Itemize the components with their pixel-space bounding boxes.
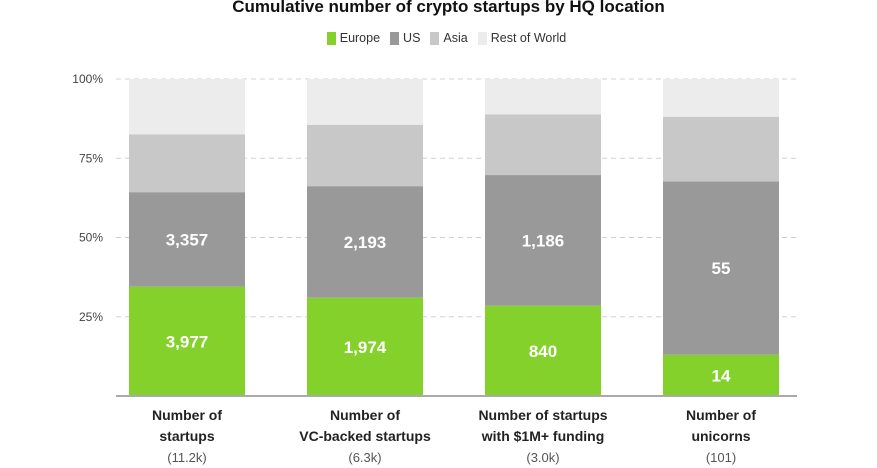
x-label-1-line1: Number of bbox=[330, 407, 400, 423]
data-label-europe-0: 3,977 bbox=[166, 332, 209, 351]
bar-asia-0 bbox=[129, 134, 245, 193]
x-label-3: Number of unicorns (101) bbox=[636, 405, 806, 468]
x-label-1: Number of VC-backed startups (6.3k) bbox=[280, 405, 450, 468]
y-tick-label-75: 75% bbox=[79, 151, 103, 165]
y-tick-label-25: 25% bbox=[79, 310, 103, 324]
x-label-0-line3: (11.2k) bbox=[167, 450, 207, 465]
legend-item-rest-of-world: Rest of World bbox=[477, 31, 567, 45]
bar-us-0 bbox=[129, 192, 245, 287]
data-label-europe-2: 840 bbox=[529, 342, 557, 361]
legend-swatch-europe bbox=[326, 31, 336, 45]
data-label-us-2: 1,186 bbox=[522, 231, 565, 250]
x-label-3-line1: Number of bbox=[686, 407, 756, 423]
bar-europe-3 bbox=[663, 354, 779, 396]
legend-label-us: US bbox=[403, 31, 421, 45]
data-label-us-0: 3,357 bbox=[166, 230, 209, 249]
bar-asia-3 bbox=[663, 116, 779, 182]
x-label-3-line3: (101) bbox=[705, 450, 737, 465]
bar-us-3 bbox=[663, 181, 779, 355]
data-label-us-3: 55 bbox=[712, 259, 731, 278]
data-label-europe-3: 14 bbox=[712, 366, 731, 385]
stacked-bar-chart: 25% 50% 75% 100% 3,977 3,357 1,974 2,193 840 1,18… bbox=[72, 72, 797, 397]
bar-rest-of-world-3 bbox=[663, 79, 779, 117]
bar-europe-0 bbox=[129, 286, 245, 396]
x-label-2-line2: with $1M+ funding bbox=[481, 428, 605, 444]
bar-rest-of-world-1 bbox=[307, 79, 423, 125]
x-label-2: Number of startups with $1M+ funding (3.… bbox=[458, 405, 628, 468]
bar-asia-2 bbox=[485, 114, 601, 176]
legend-swatch-rest-of-world bbox=[477, 31, 487, 45]
x-label-1-line2: VC-backed startups bbox=[299, 428, 431, 444]
legend-swatch-us bbox=[390, 31, 400, 45]
legend-item-europe: Europe bbox=[326, 31, 381, 45]
bar-rest-of-world-0 bbox=[129, 79, 245, 135]
legend-label-asia: Asia bbox=[443, 31, 468, 45]
x-label-0-line2: startups bbox=[159, 428, 215, 444]
legend-label-rest-of-world: Rest of World bbox=[490, 31, 567, 45]
data-label-us-1: 2,193 bbox=[344, 233, 387, 252]
legend-item-us: US bbox=[390, 31, 420, 45]
legend-label-europe: Europe bbox=[339, 31, 381, 45]
bar-asia-1 bbox=[307, 124, 423, 187]
bar-europe-1 bbox=[307, 297, 423, 396]
bar-us-1 bbox=[307, 186, 423, 298]
x-label-0-line1: Number of bbox=[152, 407, 222, 423]
legend: Europe US Asia Rest of World bbox=[0, 31, 877, 45]
y-tick-label-100: 100% bbox=[72, 72, 103, 86]
bar-us-2 bbox=[485, 175, 601, 306]
x-label-1-line3: (6.3k) bbox=[348, 450, 382, 465]
x-label-2-line1: Number of startups bbox=[478, 407, 608, 423]
legend-item-asia: Asia bbox=[430, 31, 468, 45]
x-label-3-line2: unicorns bbox=[691, 428, 751, 444]
x-label-2-line3: (3.0k) bbox=[526, 450, 560, 465]
chart-title: Cumulative number of crypto startups by … bbox=[232, 0, 665, 16]
x-label-0: Number of startups (11.2k) bbox=[102, 405, 272, 468]
bar-rest-of-world-2 bbox=[485, 79, 601, 115]
y-tick-label-50: 50% bbox=[79, 231, 103, 245]
legend-swatch-asia bbox=[430, 31, 440, 45]
data-label-europe-1: 1,974 bbox=[344, 338, 387, 357]
bar-europe-2 bbox=[485, 305, 601, 396]
